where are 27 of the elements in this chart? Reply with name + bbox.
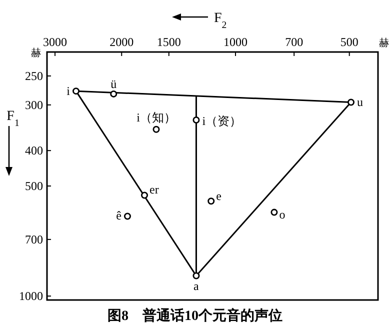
- annotation: o: [279, 207, 286, 222]
- y-tick-label: 500: [25, 179, 43, 194]
- annotation: u: [357, 95, 364, 110]
- x-tick-label: 3000: [43, 35, 68, 49]
- text: 图8 普通话10个元音的声位: [108, 307, 282, 324]
- annotation: e: [216, 189, 222, 204]
- y-axis-title: F$_{1}$: [6, 109, 20, 128]
- annotation: ü: [110, 76, 117, 91]
- y-tick-label: 700: [25, 232, 43, 246]
- x-tick-label: 500: [340, 35, 358, 49]
- y-tick-label: 250: [25, 68, 43, 83]
- y-tick-label: 300: [25, 98, 43, 112]
- text: 赫: [379, 37, 389, 49]
- text: 赫: [31, 47, 41, 59]
- x-tick-label: 2000: [110, 35, 134, 49]
- annotation: er: [150, 182, 159, 196]
- annotation: a: [194, 278, 200, 293]
- x-tick-label: 700: [285, 35, 304, 49]
- x-tick-label: 1500: [156, 35, 181, 49]
- y-tick-label: 400: [25, 144, 43, 158]
- annotation: i（知）: [136, 110, 176, 124]
- annotation: ê: [116, 208, 122, 222]
- x-axis-title: F$_{2}$: [214, 11, 227, 30]
- annotation: i: [66, 84, 71, 98]
- x-tick-label: 1000: [223, 35, 248, 49]
- y-tick-label: 1000: [19, 289, 43, 304]
- annotation: i（资）: [202, 114, 242, 128]
